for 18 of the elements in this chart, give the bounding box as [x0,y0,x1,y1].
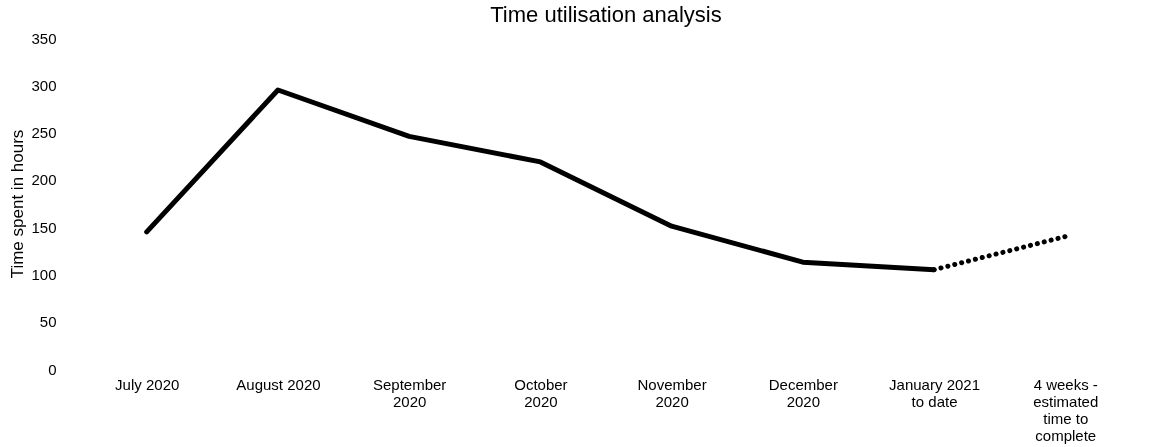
y-tick-label: 50 [39,313,57,331]
x-tick-label: January 2021 to date [889,375,980,410]
chart-title: Time utilisation analysis [490,2,722,27]
x-tick-label: July 2020 [115,375,180,393]
y-tick-label: 200 [31,171,57,189]
x-tick-label: September 2020 [372,375,447,410]
y-tick-label: 300 [31,76,57,94]
y-tick-label: 0 [48,360,57,378]
x-tick-label: December 2020 [768,375,838,410]
x-tick-label: November 2020 [637,375,707,410]
x-tick-label: 4 weeks - estimated time to complete [1033,375,1099,444]
y-tick-label: 250 [31,124,57,142]
y-tick-label: 350 [31,29,57,47]
y-tick-label: 150 [31,218,57,236]
y-axis-title: Time spent in hours [8,129,28,279]
y-tick-label: 100 [31,265,57,283]
x-tick-label: October 2020 [514,375,568,410]
x-tick-label: August 2020 [236,375,321,393]
